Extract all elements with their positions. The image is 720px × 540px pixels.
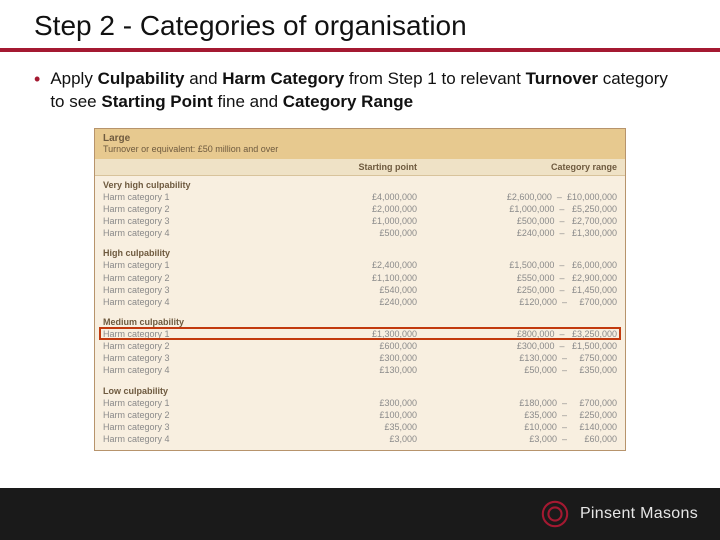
brand-logo-icon <box>540 499 570 529</box>
slide-title: Step 2 - Categories of organisation <box>34 10 720 42</box>
culpability-label: Low culpability <box>95 382 625 397</box>
table-size-header: Large Turnover or equivalent: £50 millio… <box>95 129 625 159</box>
brand-name: Pinsent Masons <box>580 505 698 523</box>
culpability-label: Medium culpability <box>95 313 625 328</box>
table-row: Harm category 2£2,000,000£1,000,000 – £5… <box>95 203 625 215</box>
culpability-label: High culpability <box>95 244 625 259</box>
table-row: Harm category 4£130,000 £50,000 – £350,0… <box>95 364 625 376</box>
table-row: Harm category 2£100,000 £35,000 – £250,0… <box>95 409 625 421</box>
table-row: Harm category 4£3,000 £3,000 – £60,000 <box>95 433 625 445</box>
culpability-label: Very high culpability <box>95 176 625 191</box>
table-row: Harm category 3£540,000 £250,000 – £1,45… <box>95 284 625 296</box>
table-row: Harm category 4£240,000 £120,000 – £700,… <box>95 296 625 308</box>
table-row: Harm category 1£300,000 £180,000 – £700,… <box>95 397 625 409</box>
footer-bar: Pinsent Masons <box>0 488 720 540</box>
bullet-dot-icon: • <box>34 68 40 91</box>
table-row: Harm category 2£600,000 £300,000 – £1,50… <box>95 340 625 352</box>
table-row: Harm category 2£1,100,000 £550,000 – £2,… <box>95 272 625 284</box>
table-row: Harm category 3£300,000 £130,000 – £750,… <box>95 352 625 364</box>
bullet-text: Apply Culpability and Harm Category from… <box>50 68 686 114</box>
table-row: Harm category 1£1,300,000 £800,000 – £3,… <box>95 328 625 340</box>
table-row: Harm category 3£1,000,000 £500,000 – £2,… <box>95 215 625 227</box>
table-row: Harm category 1£2,400,000£1,500,000 – £6… <box>95 259 625 271</box>
sentencing-table: Large Turnover or equivalent: £50 millio… <box>94 128 626 451</box>
table-row: Harm category 4£500,000 £240,000 – £1,30… <box>95 227 625 239</box>
table-row: Harm category 3£35,000 £10,000 – £140,00… <box>95 421 625 433</box>
bullet-item: • Apply Culpability and Harm Category fr… <box>34 68 686 114</box>
table-column-header: Starting point Category range <box>95 159 625 176</box>
table-row: Harm category 1£4,000,000£2,600,000 – £1… <box>95 191 625 203</box>
